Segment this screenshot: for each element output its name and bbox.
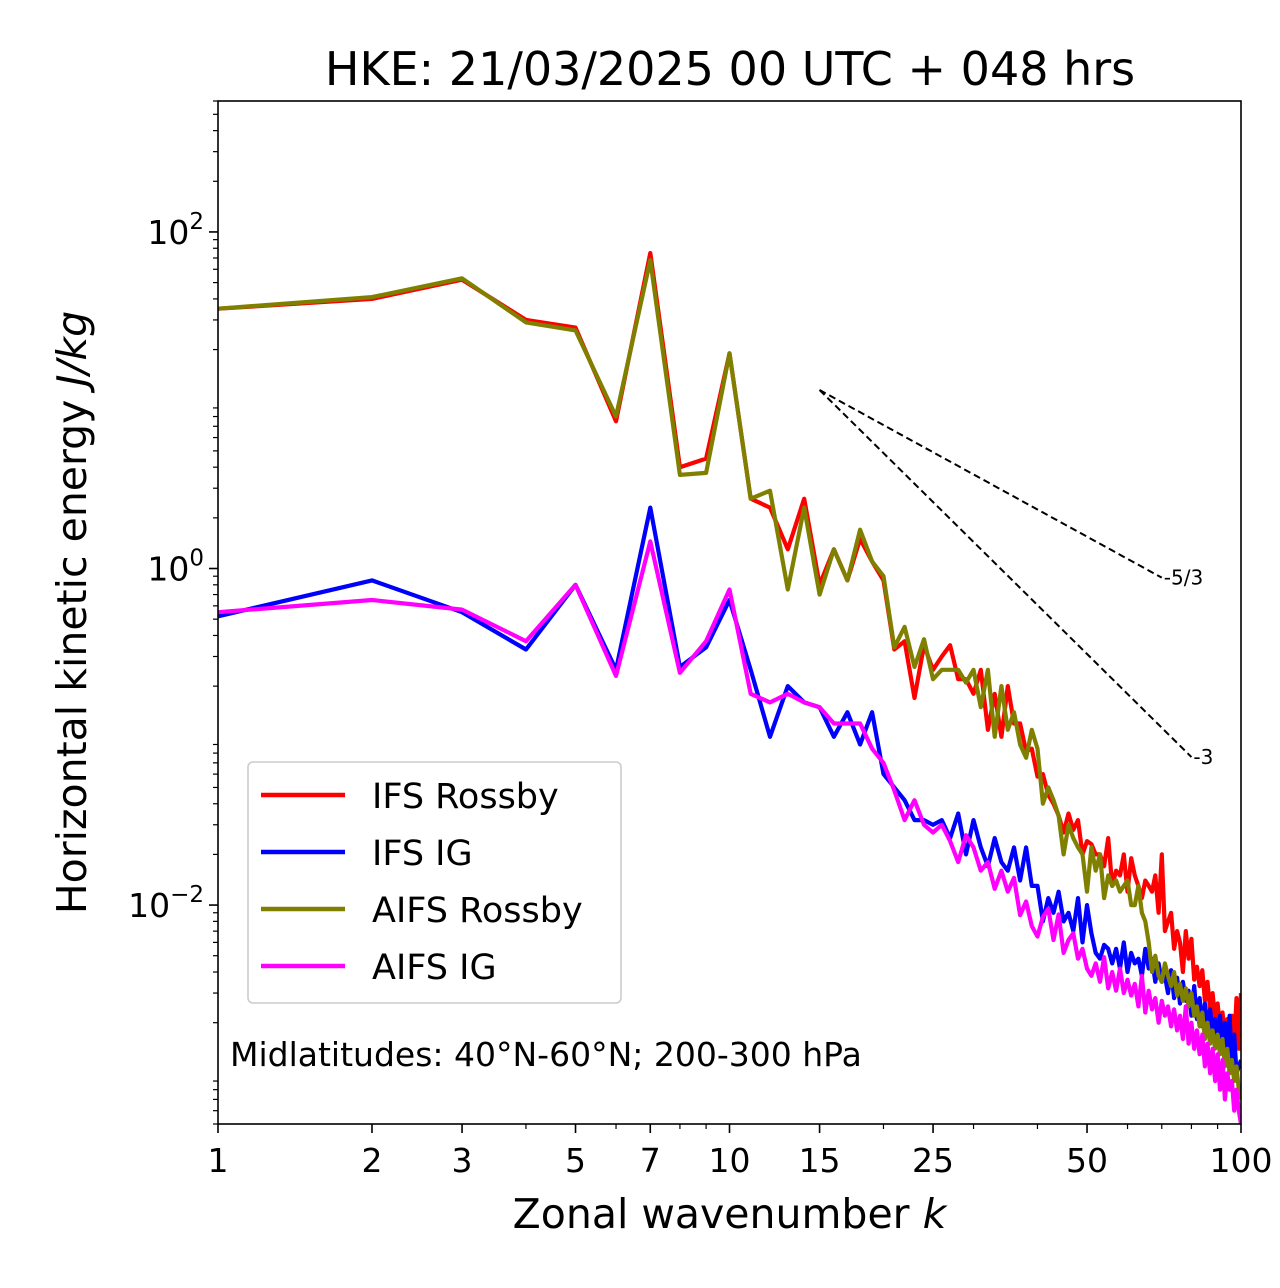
legend-label: AIFS IG [372, 948, 497, 988]
legend-label: IFS IG [372, 834, 473, 874]
x-tick-label: 2 [361, 1141, 382, 1180]
reference-line-label: -3 [1193, 745, 1213, 769]
y-axis-label: Horizontal kinetic energy J/kg [48, 311, 96, 914]
x-tick-label: 15 [799, 1141, 841, 1180]
x-axis-label: Zonal wavenumber k [513, 1190, 949, 1238]
series-line-aifs-ig [218, 539, 1241, 1124]
x-tick-label: 100 [1210, 1141, 1273, 1180]
x-tick-label: 10 [709, 1141, 751, 1180]
x-tick-label: 1 [208, 1141, 229, 1180]
reference-line--5-3 [819, 389, 1163, 579]
x-tick-label: 50 [1066, 1141, 1108, 1180]
reference-line--3 [818, 389, 1193, 758]
y-tick-label: 102 [147, 209, 204, 252]
legend-label: AIFS Rossby [372, 891, 583, 931]
x-tick-label: 25 [912, 1141, 954, 1180]
x-tick-label: 3 [452, 1141, 473, 1180]
chart-title: HKE: 21/03/2025 00 UTC + 048 hrs [325, 42, 1135, 96]
y-tick-label: 100 [147, 546, 204, 589]
reference-line-label: -5/3 [1164, 566, 1203, 590]
x-tick-label: 5 [565, 1141, 586, 1180]
x-tick-label: 7 [640, 1141, 661, 1180]
region-annotation: Midlatitudes: 40°N-60°N; 200-300 hPa [230, 1035, 862, 1074]
legend-label: IFS Rossby [372, 777, 559, 817]
series-line-aifs-rossby [218, 258, 1241, 1100]
legend-box [247, 761, 622, 1004]
y-tick-label: 10−2 [128, 882, 204, 925]
